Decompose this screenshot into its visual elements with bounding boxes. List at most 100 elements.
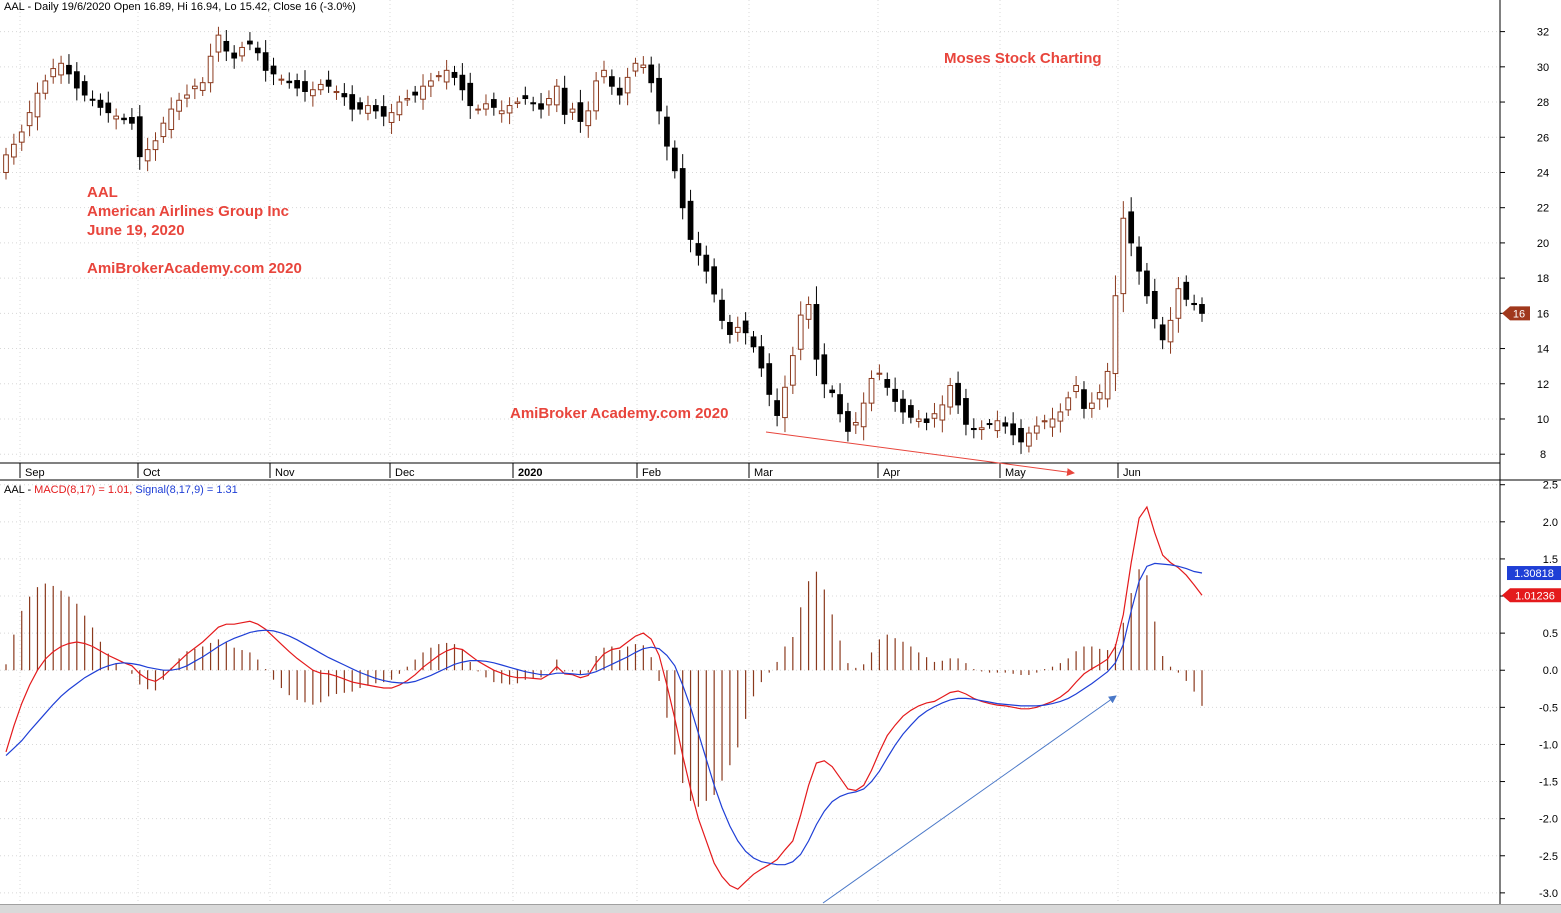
candle-body	[467, 82, 474, 107]
x-tick-label: Nov	[275, 467, 295, 479]
candle-body	[522, 95, 529, 100]
candle-body	[947, 385, 954, 408]
candle-body	[34, 92, 41, 118]
candle-body	[357, 102, 363, 110]
candle-body	[601, 69, 607, 78]
macd-histogram	[5, 569, 1203, 807]
candle-body	[404, 98, 411, 101]
candle-body	[908, 405, 914, 418]
candle-body	[317, 83, 324, 91]
sheet-tab-bar[interactable]	[0, 904, 1561, 913]
candle-body	[1088, 402, 1095, 409]
candle-body	[679, 168, 686, 209]
candle-body	[396, 101, 403, 116]
signal-last-box	[1507, 566, 1561, 581]
candle-body	[915, 418, 922, 422]
candle-body	[372, 105, 379, 112]
candle-body	[821, 354, 828, 385]
candle-body	[530, 102, 537, 105]
x-tick-label: Feb	[642, 467, 661, 479]
y-tick-label: 18	[1537, 273, 1549, 285]
candle-body	[490, 99, 497, 108]
candle-body	[1033, 425, 1040, 434]
candle-body	[1002, 422, 1009, 427]
y-tick-label: 20	[1537, 238, 1549, 250]
y-tick-label: 2.5	[1543, 480, 1558, 492]
candle-body	[1057, 411, 1064, 422]
candle-body	[294, 80, 300, 89]
candle-body	[774, 400, 780, 416]
candle-body	[750, 336, 757, 348]
y-tick-label: 26	[1537, 132, 1549, 144]
y-tick-label: 30	[1537, 62, 1549, 74]
candle-body	[616, 87, 623, 96]
candle-body	[931, 413, 938, 419]
candle-body	[664, 116, 670, 147]
candle-body	[538, 103, 544, 110]
macd-trend-arrow	[822, 695, 1117, 904]
candle-body	[1199, 304, 1205, 314]
candle-body	[428, 80, 434, 87]
macd-lines	[5, 505, 1203, 890]
y-tick-label: 24	[1537, 167, 1549, 179]
candle-body	[420, 85, 426, 100]
candle-body	[333, 90, 340, 94]
candle-body	[26, 112, 33, 127]
candle-body	[302, 81, 308, 92]
last-close-label: 16	[1513, 308, 1525, 320]
candle-body	[1065, 397, 1072, 411]
candle-body	[845, 411, 851, 432]
candle-body	[609, 76, 615, 87]
candle-body	[388, 112, 395, 123]
candlestick-series	[3, 26, 1205, 454]
candle-body	[797, 314, 804, 350]
candle-body	[1151, 290, 1158, 320]
candle-body	[506, 105, 513, 114]
candle-body	[585, 110, 592, 127]
candle-body	[1128, 211, 1135, 244]
candle-body	[1104, 370, 1111, 400]
candle-body	[223, 40, 230, 52]
candle-body	[144, 149, 151, 162]
candle-body	[207, 55, 214, 84]
candle-body	[1159, 324, 1166, 341]
y-tick-label: 10	[1537, 414, 1549, 426]
y-tick-label: 2.0	[1543, 517, 1558, 529]
candle-body	[231, 52, 238, 59]
candle-body	[727, 321, 733, 335]
candle-body	[656, 77, 662, 112]
candle-body	[805, 304, 812, 320]
candle-body	[176, 99, 182, 112]
price-pane-header: AAL - Daily 19/6/2020 Open 16.89, Hi 16.…	[4, 1, 356, 13]
candle-body	[365, 105, 371, 114]
candle-body	[412, 91, 419, 96]
candle-body	[923, 418, 930, 424]
candle-body	[939, 404, 946, 421]
candle-body	[1096, 392, 1103, 400]
price-trend-arrow	[765, 431, 1075, 477]
candle-body	[1112, 295, 1119, 375]
candle-body	[852, 422, 859, 426]
candle-body	[1167, 319, 1174, 343]
candle-body	[734, 326, 741, 333]
candle-body	[380, 106, 387, 117]
candle-body	[191, 85, 198, 90]
candle-body	[475, 108, 481, 111]
candle-body	[254, 47, 261, 54]
candle-body	[168, 108, 175, 131]
candle-body	[648, 64, 655, 84]
candle-body	[247, 40, 253, 45]
y-tick-label: 22	[1537, 203, 1549, 215]
candle-body	[687, 200, 694, 240]
y-tick-label: -2.5	[1539, 851, 1558, 863]
y-tick-label: 0.0	[1543, 665, 1558, 677]
candle-body	[546, 98, 552, 106]
macd-pane-header: AAL - MACD(8,17) = 1.01, Signal(8,17,9) …	[4, 484, 238, 496]
candle-body	[443, 69, 450, 83]
candle-body	[121, 117, 127, 121]
candle-body	[459, 74, 466, 91]
candle-body	[970, 427, 977, 431]
last-close-marker	[1502, 306, 1530, 321]
trend-arrows	[765, 431, 1117, 904]
